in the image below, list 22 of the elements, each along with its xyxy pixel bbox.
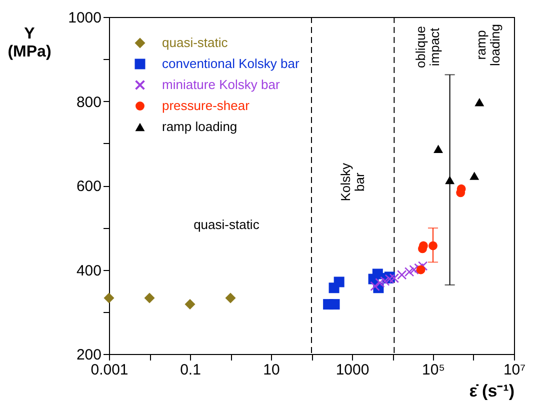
legend-label: quasi-static [162, 35, 228, 50]
x-tick-label: 0.1 [180, 362, 201, 378]
y-tick-label: 400 [76, 262, 102, 280]
legend-label: miniature Kolsky bar [162, 77, 280, 92]
x-tick-label: 0.001 [90, 362, 128, 378]
annotation: ramp loading [474, 24, 503, 66]
x-tick-label: 10 [263, 362, 280, 378]
y-tick-label: 600 [76, 178, 102, 195]
annotation: oblique impact [412, 26, 442, 68]
legend-label: conventional Kolsky bar [162, 56, 300, 71]
y-tick-label: 800 [76, 94, 102, 111]
x-tick-label: 10⁵ [422, 362, 445, 378]
y-tick-label: 1000 [68, 10, 102, 26]
y-axis-title: Y (MPa) [8, 26, 52, 60]
x-axis-title: ε̇ (s⁻¹) [469, 382, 514, 400]
legend-label: pressure-shear [162, 98, 250, 113]
x-tick-label: 10⁷ [503, 362, 526, 378]
annotation: Kolsky bar [338, 162, 367, 202]
x-tick-label: 1000 [336, 362, 370, 378]
annotation: quasi-static [194, 216, 260, 232]
legend-label: ramp loading [162, 119, 238, 134]
y-tick-label: 200 [76, 346, 102, 364]
